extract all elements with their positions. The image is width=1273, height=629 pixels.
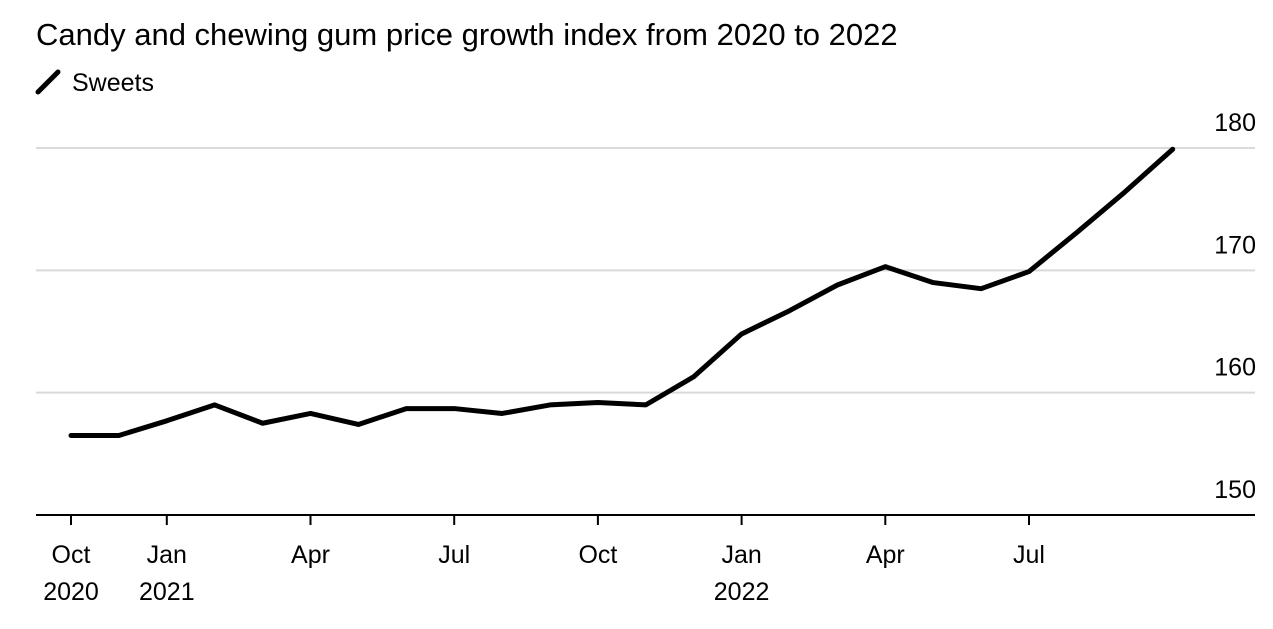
y-tick-label: 180 xyxy=(1214,109,1256,137)
x-tick-label: Apr xyxy=(866,541,905,569)
chart-title: Candy and chewing gum price growth index… xyxy=(36,17,898,52)
y-tick-label: 160 xyxy=(1214,354,1256,382)
x-tick-label: Jul xyxy=(438,541,470,569)
line xyxy=(68,146,1176,438)
x-tick-label: Jan 2022 xyxy=(714,541,770,606)
legend-swatch xyxy=(35,69,61,95)
x-tick-label: Oct 2020 xyxy=(43,541,99,606)
x-tick-label: Jul xyxy=(1013,541,1045,569)
y-tick-label: 150 xyxy=(1214,476,1256,504)
x-tick-label: Jan 2021 xyxy=(139,541,195,606)
y-tick-label: 170 xyxy=(1214,231,1256,259)
x-tick-label: Oct xyxy=(578,541,617,569)
legend-label: Sweets xyxy=(72,69,154,97)
x-tick-label: Apr xyxy=(291,541,330,569)
